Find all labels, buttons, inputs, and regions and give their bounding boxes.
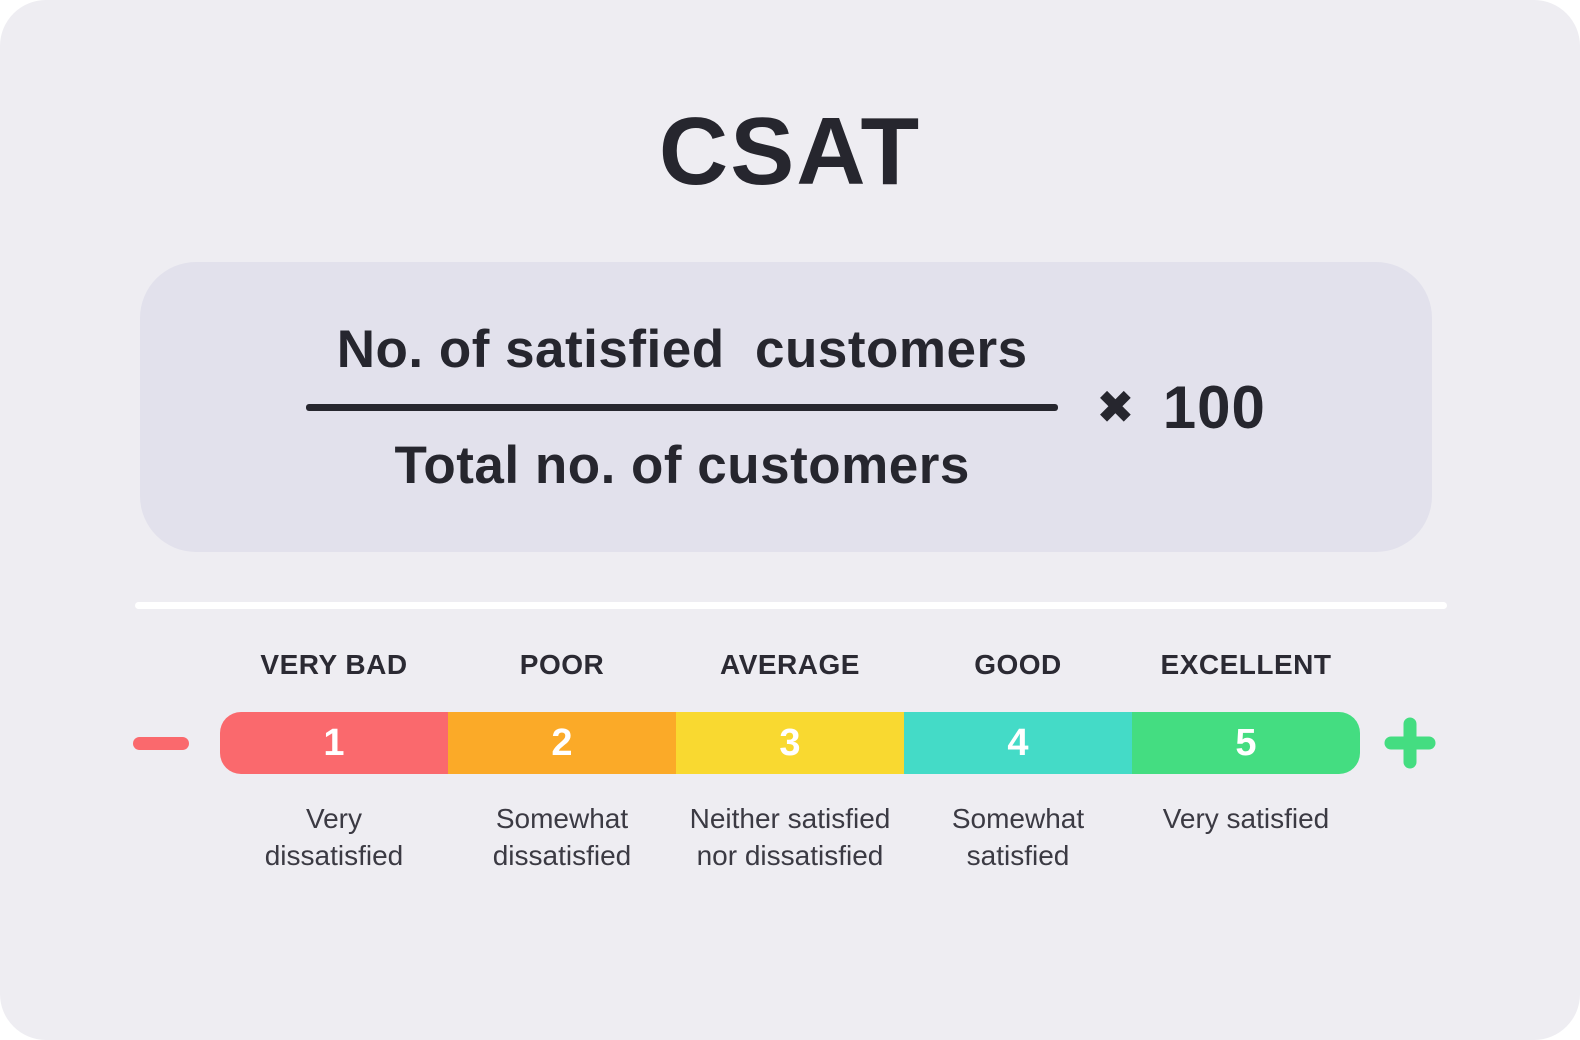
page-title: CSAT (658, 98, 922, 205)
description-line: nor dissatisfied (696, 840, 884, 871)
formula-fraction: No. of satisfied customers Total no. of … (306, 319, 1059, 496)
scale-level-excellent: EXCELLENT 5 Very satisfied (1132, 648, 1360, 874)
description-line: Very satisfied (1162, 803, 1330, 834)
description-line: Somewhat (495, 803, 629, 834)
level-number: 3 (779, 721, 801, 764)
rating-scale: VERY BAD 1 Very dissatisfied POOR 2 (0, 648, 1580, 874)
level-label: AVERAGE (720, 649, 860, 680)
scale-level-average: AVERAGE 3 Neither satisfied nor dissatis… (676, 648, 904, 874)
description-line: Very (305, 803, 362, 834)
multiplier-value: 100 (1162, 373, 1266, 441)
description-line: dissatisfied (264, 840, 404, 871)
scale-levels: VERY BAD 1 Very dissatisfied POOR 2 (220, 648, 1360, 874)
description-line: Somewhat (951, 803, 1085, 834)
level-number: 5 (1235, 721, 1257, 764)
fraction-line (306, 403, 1059, 411)
scale-level-poor: POOR 2 Somewhat dissatisfied (448, 648, 676, 874)
formula-numerator: No. of satisfied customers (336, 319, 1028, 379)
multiply-icon: ✖ (1096, 380, 1135, 434)
level-number: 1 (323, 721, 345, 764)
formula-box: No. of satisfied customers Total no. of … (140, 262, 1432, 552)
level-number: 2 (551, 721, 573, 764)
scale-segment-1: 1 (220, 712, 448, 774)
scale-segment-4: 4 (904, 712, 1132, 774)
formula-multiplier-group: ✖ 100 (1096, 373, 1266, 442)
level-label: VERY BAD (260, 649, 408, 680)
level-description: Somewhat dissatisfied (493, 800, 632, 874)
scale-segment-5: 5 (1132, 712, 1360, 774)
level-label: POOR (519, 649, 605, 680)
description-line: Neither satisfied (689, 803, 891, 834)
level-label: GOOD (974, 649, 1062, 680)
level-description: Neither satisfied nor dissatisfied (690, 800, 891, 874)
level-number: 4 (1007, 721, 1029, 764)
section-divider (135, 602, 1447, 609)
formula-denominator: Total no. of customers (394, 435, 970, 495)
level-description: Very satisfied (1163, 800, 1330, 837)
scale-segment-3: 3 (676, 712, 904, 774)
scale-level-very-bad: VERY BAD 1 Very dissatisfied (220, 648, 448, 874)
level-description: Somewhat satisfied (952, 800, 1084, 874)
plus-icon (1384, 717, 1436, 769)
minus-icon (133, 737, 189, 750)
scale-level-good: GOOD 4 Somewhat satisfied (904, 648, 1132, 874)
level-description: Very dissatisfied (265, 800, 404, 874)
scale-segment-2: 2 (448, 712, 676, 774)
level-label: EXCELLENT (1160, 649, 1332, 680)
description-line: dissatisfied (492, 840, 632, 871)
description-line: satisfied (966, 840, 1070, 871)
